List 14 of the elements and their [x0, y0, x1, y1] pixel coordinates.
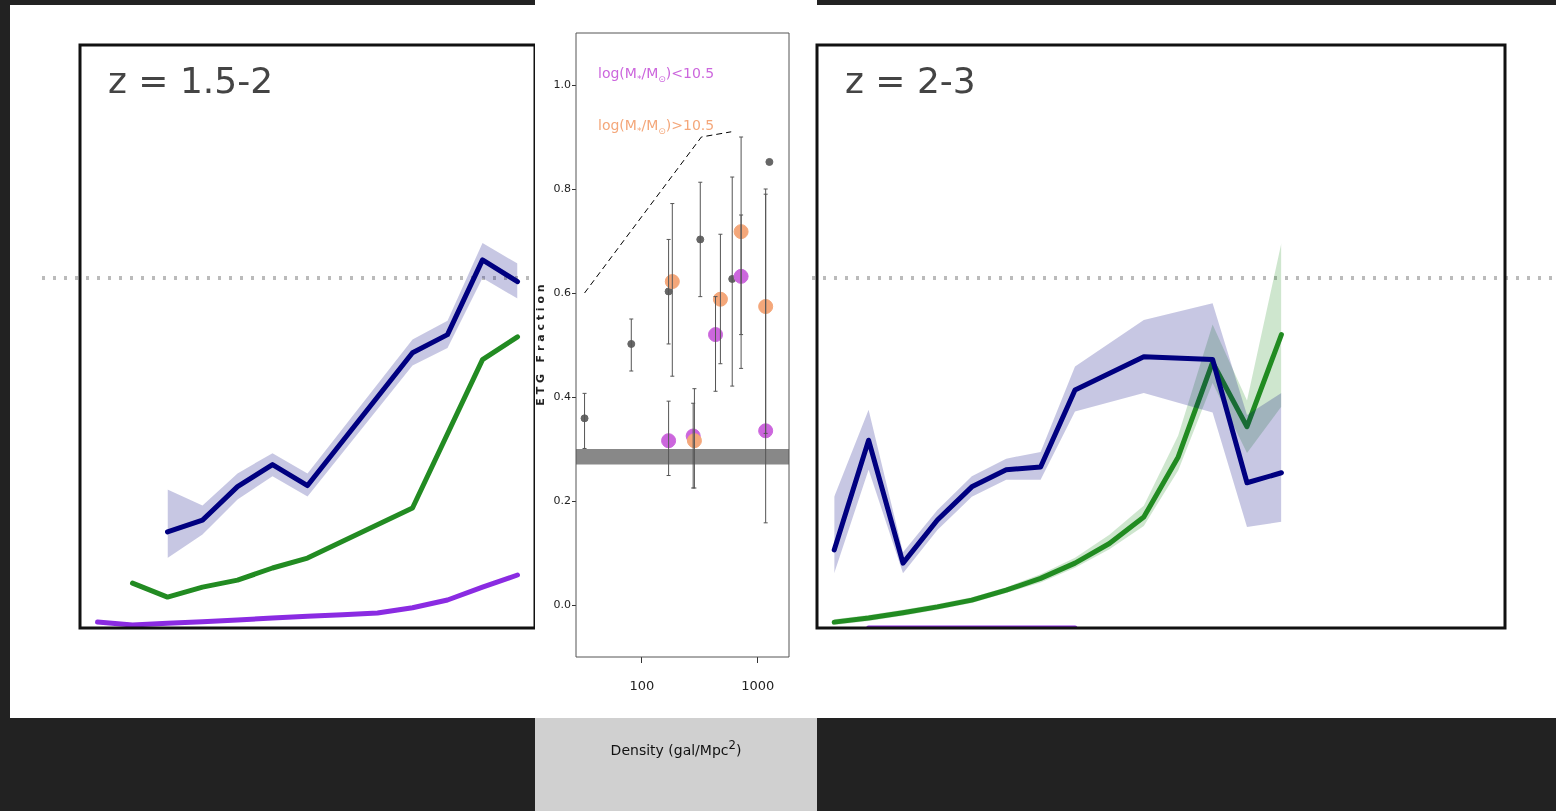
x-tick-label: 100 [629, 678, 655, 694]
chart-title: z = 1.5-2 [108, 60, 274, 101]
y-tick-label: 0.2 [553, 493, 571, 507]
text: log(M*/M⊙)<10.5 [598, 65, 715, 85]
y-tick-label: 0.8 [553, 181, 571, 195]
y-tick-label: 0.6 [553, 285, 571, 299]
y-tick-label: 0.0 [553, 597, 571, 611]
text: log(M*/M⊙)>10.5 [598, 117, 715, 137]
x-axis-title: Density (gal/Mpc$^{2}$) [609, 738, 743, 758]
y-axis-title: E T G F r a c t i o n [534, 284, 548, 406]
chart-title: z = 2-3 [845, 60, 976, 101]
x-tick-label: 1000 [741, 678, 775, 694]
y-tick-label: 1.0 [553, 77, 571, 91]
y-tick-label: 0.4 [553, 389, 571, 403]
